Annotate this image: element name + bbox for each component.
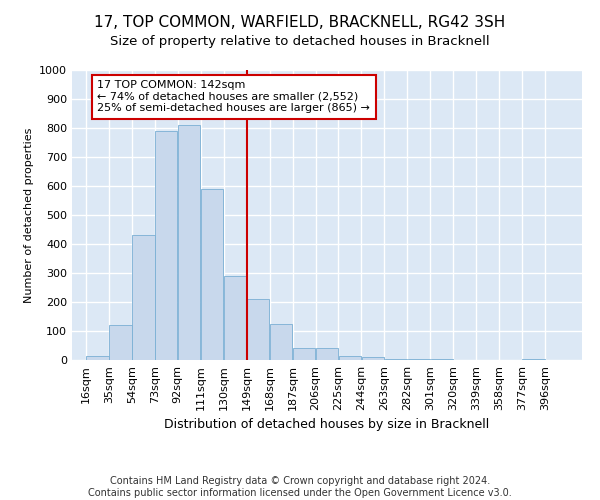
Bar: [338, 356, 361, 360]
Bar: [178, 125, 200, 360]
Bar: [362, 357, 384, 360]
Bar: [293, 348, 316, 360]
Text: Contains HM Land Registry data © Crown copyright and database right 2024.
Contai: Contains HM Land Registry data © Crown c…: [88, 476, 512, 498]
Text: 17, TOP COMMON, WARFIELD, BRACKNELL, RG42 3SH: 17, TOP COMMON, WARFIELD, BRACKNELL, RG4…: [94, 15, 506, 30]
Bar: [523, 358, 545, 360]
Bar: [224, 276, 247, 360]
Bar: [431, 358, 453, 360]
Bar: [132, 236, 155, 360]
Bar: [407, 358, 430, 360]
Text: Size of property relative to detached houses in Bracknell: Size of property relative to detached ho…: [110, 35, 490, 48]
Bar: [316, 348, 338, 360]
Bar: [201, 189, 223, 360]
Y-axis label: Number of detached properties: Number of detached properties: [23, 128, 34, 302]
Bar: [109, 325, 131, 360]
Text: 17 TOP COMMON: 142sqm
← 74% of detached houses are smaller (2,552)
25% of semi-d: 17 TOP COMMON: 142sqm ← 74% of detached …: [97, 80, 370, 114]
X-axis label: Distribution of detached houses by size in Bracknell: Distribution of detached houses by size …: [164, 418, 490, 432]
Bar: [270, 324, 292, 360]
Bar: [385, 358, 407, 360]
Bar: [155, 131, 178, 360]
Bar: [86, 356, 109, 360]
Bar: [247, 299, 269, 360]
